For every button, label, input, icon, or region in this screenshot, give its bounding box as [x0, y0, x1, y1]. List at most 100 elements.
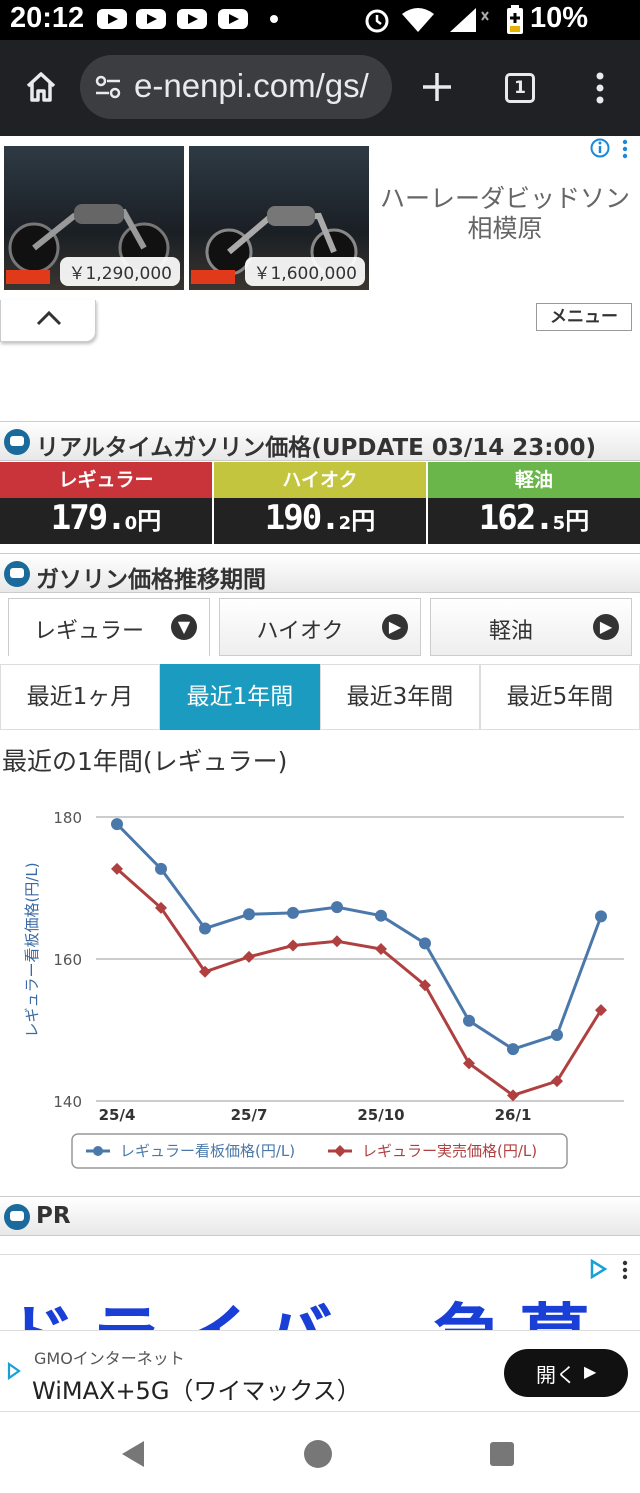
pr-banner-text: ドライバー急募: [4, 1279, 605, 1330]
ad-options-icon[interactable]: [620, 1259, 630, 1281]
battery-icon: [507, 5, 523, 34]
pr-ad-banner[interactable]: ドライバー急募: [0, 1254, 640, 1330]
open-button[interactable]: 開く ▶: [504, 1349, 628, 1397]
section-title: ガソリン価格推移期間: [36, 567, 266, 593]
dealer-logo: [191, 270, 235, 284]
ad-choices-icon[interactable]: [6, 1361, 22, 1381]
x-tick-label: 26/1: [495, 1106, 532, 1124]
android-nav-bar: [0, 1413, 640, 1493]
motorcycle-image: [8, 204, 170, 274]
data-point: [111, 818, 123, 831]
legend-label: レギュラー実売価格(円/L): [362, 1142, 537, 1160]
price-integer: 179.: [50, 498, 127, 538]
back-icon[interactable]: [118, 1439, 148, 1469]
section-title: リアルタイムガソリン価格(UPDATE 03/14 23:00): [36, 435, 597, 461]
ad-dealer-line: ハーレーダビッドソン: [380, 184, 631, 213]
period-1year[interactable]: 最近1年間: [160, 664, 320, 730]
dealer-logo: [6, 270, 50, 284]
price-integer: 190.: [264, 498, 341, 538]
more-notifications-dot-icon: [270, 15, 278, 23]
battery-percent: 10%: [530, 2, 589, 34]
ad-choices-icon[interactable]: [588, 1259, 608, 1279]
period-1month[interactable]: 最近1ヶ月: [0, 664, 160, 730]
price-label-diesel: 軽油: [428, 462, 640, 498]
data-point: [595, 910, 607, 923]
youtube-notification-icon: [177, 9, 207, 29]
price-unit: 円: [137, 507, 162, 535]
ad-bike-image[interactable]: ￥1,600,000: [189, 146, 369, 290]
tab-label: ハイオク: [256, 619, 344, 644]
recents-icon[interactable]: [488, 1440, 516, 1468]
youtube-notification-icon: [136, 9, 166, 29]
x-tick-label: 25/10: [357, 1106, 404, 1124]
price-unit: 円: [351, 507, 376, 535]
collapse-ad-button[interactable]: [0, 300, 96, 342]
cell-signal-icon: [450, 8, 489, 32]
chart-legend: [71, 1133, 568, 1169]
data-point: [551, 1028, 563, 1041]
price-trend-chart: 140 160 180 25/4 25/7 25/10 26/1 レギュラー看板価格(円/…: [23, 809, 624, 1169]
play-arrow-icon: ▶: [584, 1362, 597, 1381]
y-tick-label: 160: [53, 951, 82, 969]
price-integer: 162.: [478, 498, 555, 538]
new-tab-icon[interactable]: [420, 70, 454, 104]
data-point: [199, 965, 211, 978]
period-3years[interactable]: 最近3年間: [320, 664, 480, 730]
more-menu-icon[interactable]: [588, 70, 612, 106]
tab-label: 軽油: [488, 619, 533, 644]
ad-info-icon[interactable]: [590, 138, 610, 158]
tab-regular[interactable]: レギュラー ▼: [8, 598, 210, 656]
y-axis-label: レギュラー看板価格(円/L): [23, 862, 41, 1037]
home-icon[interactable]: [24, 70, 58, 104]
url-bar[interactable]: e-nenpi.com/gs/: [80, 55, 392, 119]
section-title: PR: [36, 1203, 71, 1229]
tab-diesel[interactable]: 軽油 ▶: [430, 598, 632, 656]
tab-highoctane[interactable]: ハイオク ▶: [219, 598, 421, 656]
data-point: [243, 908, 255, 921]
x-tick-label: 25/4: [99, 1106, 136, 1124]
pr-ad-info[interactable]: GMOインターネット WiMAX+5G（ワイマックス） 開く ▶: [0, 1330, 640, 1412]
status-time: 20:12: [10, 2, 85, 34]
x-tick-label: 25/7: [231, 1106, 268, 1124]
menu-button[interactable]: メニュー: [536, 303, 632, 331]
tab-switcher-button[interactable]: 1: [505, 73, 535, 103]
ad-dealer-line: 相模原: [467, 214, 543, 243]
youtube-notification-icon: [97, 9, 127, 29]
price-decimal: 5: [552, 513, 566, 534]
data-point: [375, 943, 387, 956]
home-nav-icon[interactable]: [302, 1438, 334, 1470]
y-tick-label: 180: [53, 809, 82, 827]
data-point: [419, 979, 431, 992]
y-tick-label: 140: [53, 1093, 82, 1111]
data-point: [463, 1014, 475, 1027]
ad-product: WiMAX+5G（ワイマックス）: [32, 1377, 361, 1405]
series-line: [115, 823, 603, 1051]
price-decimal: 0: [124, 513, 138, 534]
period-5years[interactable]: 最近5年間: [480, 664, 640, 730]
data-point: [155, 901, 167, 914]
data-point: [243, 950, 255, 963]
price-decimal: 2: [338, 513, 352, 534]
chart-heading: 最近の1年間(レギュラー): [2, 747, 288, 776]
price-value-regular: 179.0円: [0, 498, 212, 544]
car-icon: [4, 1204, 30, 1230]
data-point: [463, 1057, 475, 1070]
car-icon: [4, 561, 30, 587]
browser-toolbar: e-nenpi.com/gs/ 1: [0, 40, 640, 136]
open-button-label: 開く: [536, 1363, 576, 1387]
chevron-right-icon: ▶: [593, 614, 619, 640]
ad-bike-image[interactable]: ￥1,290,000: [4, 146, 184, 290]
data-point: [111, 862, 123, 875]
wifi-icon: [402, 8, 434, 32]
ad-advertiser: GMOインターネット: [34, 1349, 185, 1368]
youtube-notification-icon: [218, 9, 248, 29]
data-point: [199, 922, 211, 935]
trend-header: ガソリン価格推移期間: [0, 553, 640, 593]
site-settings-icon[interactable]: [94, 73, 122, 101]
data-point: [507, 1089, 519, 1102]
data-point: [331, 901, 343, 914]
ad-dealer-name[interactable]: ハーレーダビッドソン 相模原: [380, 184, 630, 244]
ad-options-icon[interactable]: [620, 138, 630, 160]
top-ad-banner[interactable]: ￥1,290,000 ￥1,600,000 ハーレーダビッドソン 相模原: [0, 136, 640, 296]
data-point: [507, 1043, 519, 1056]
